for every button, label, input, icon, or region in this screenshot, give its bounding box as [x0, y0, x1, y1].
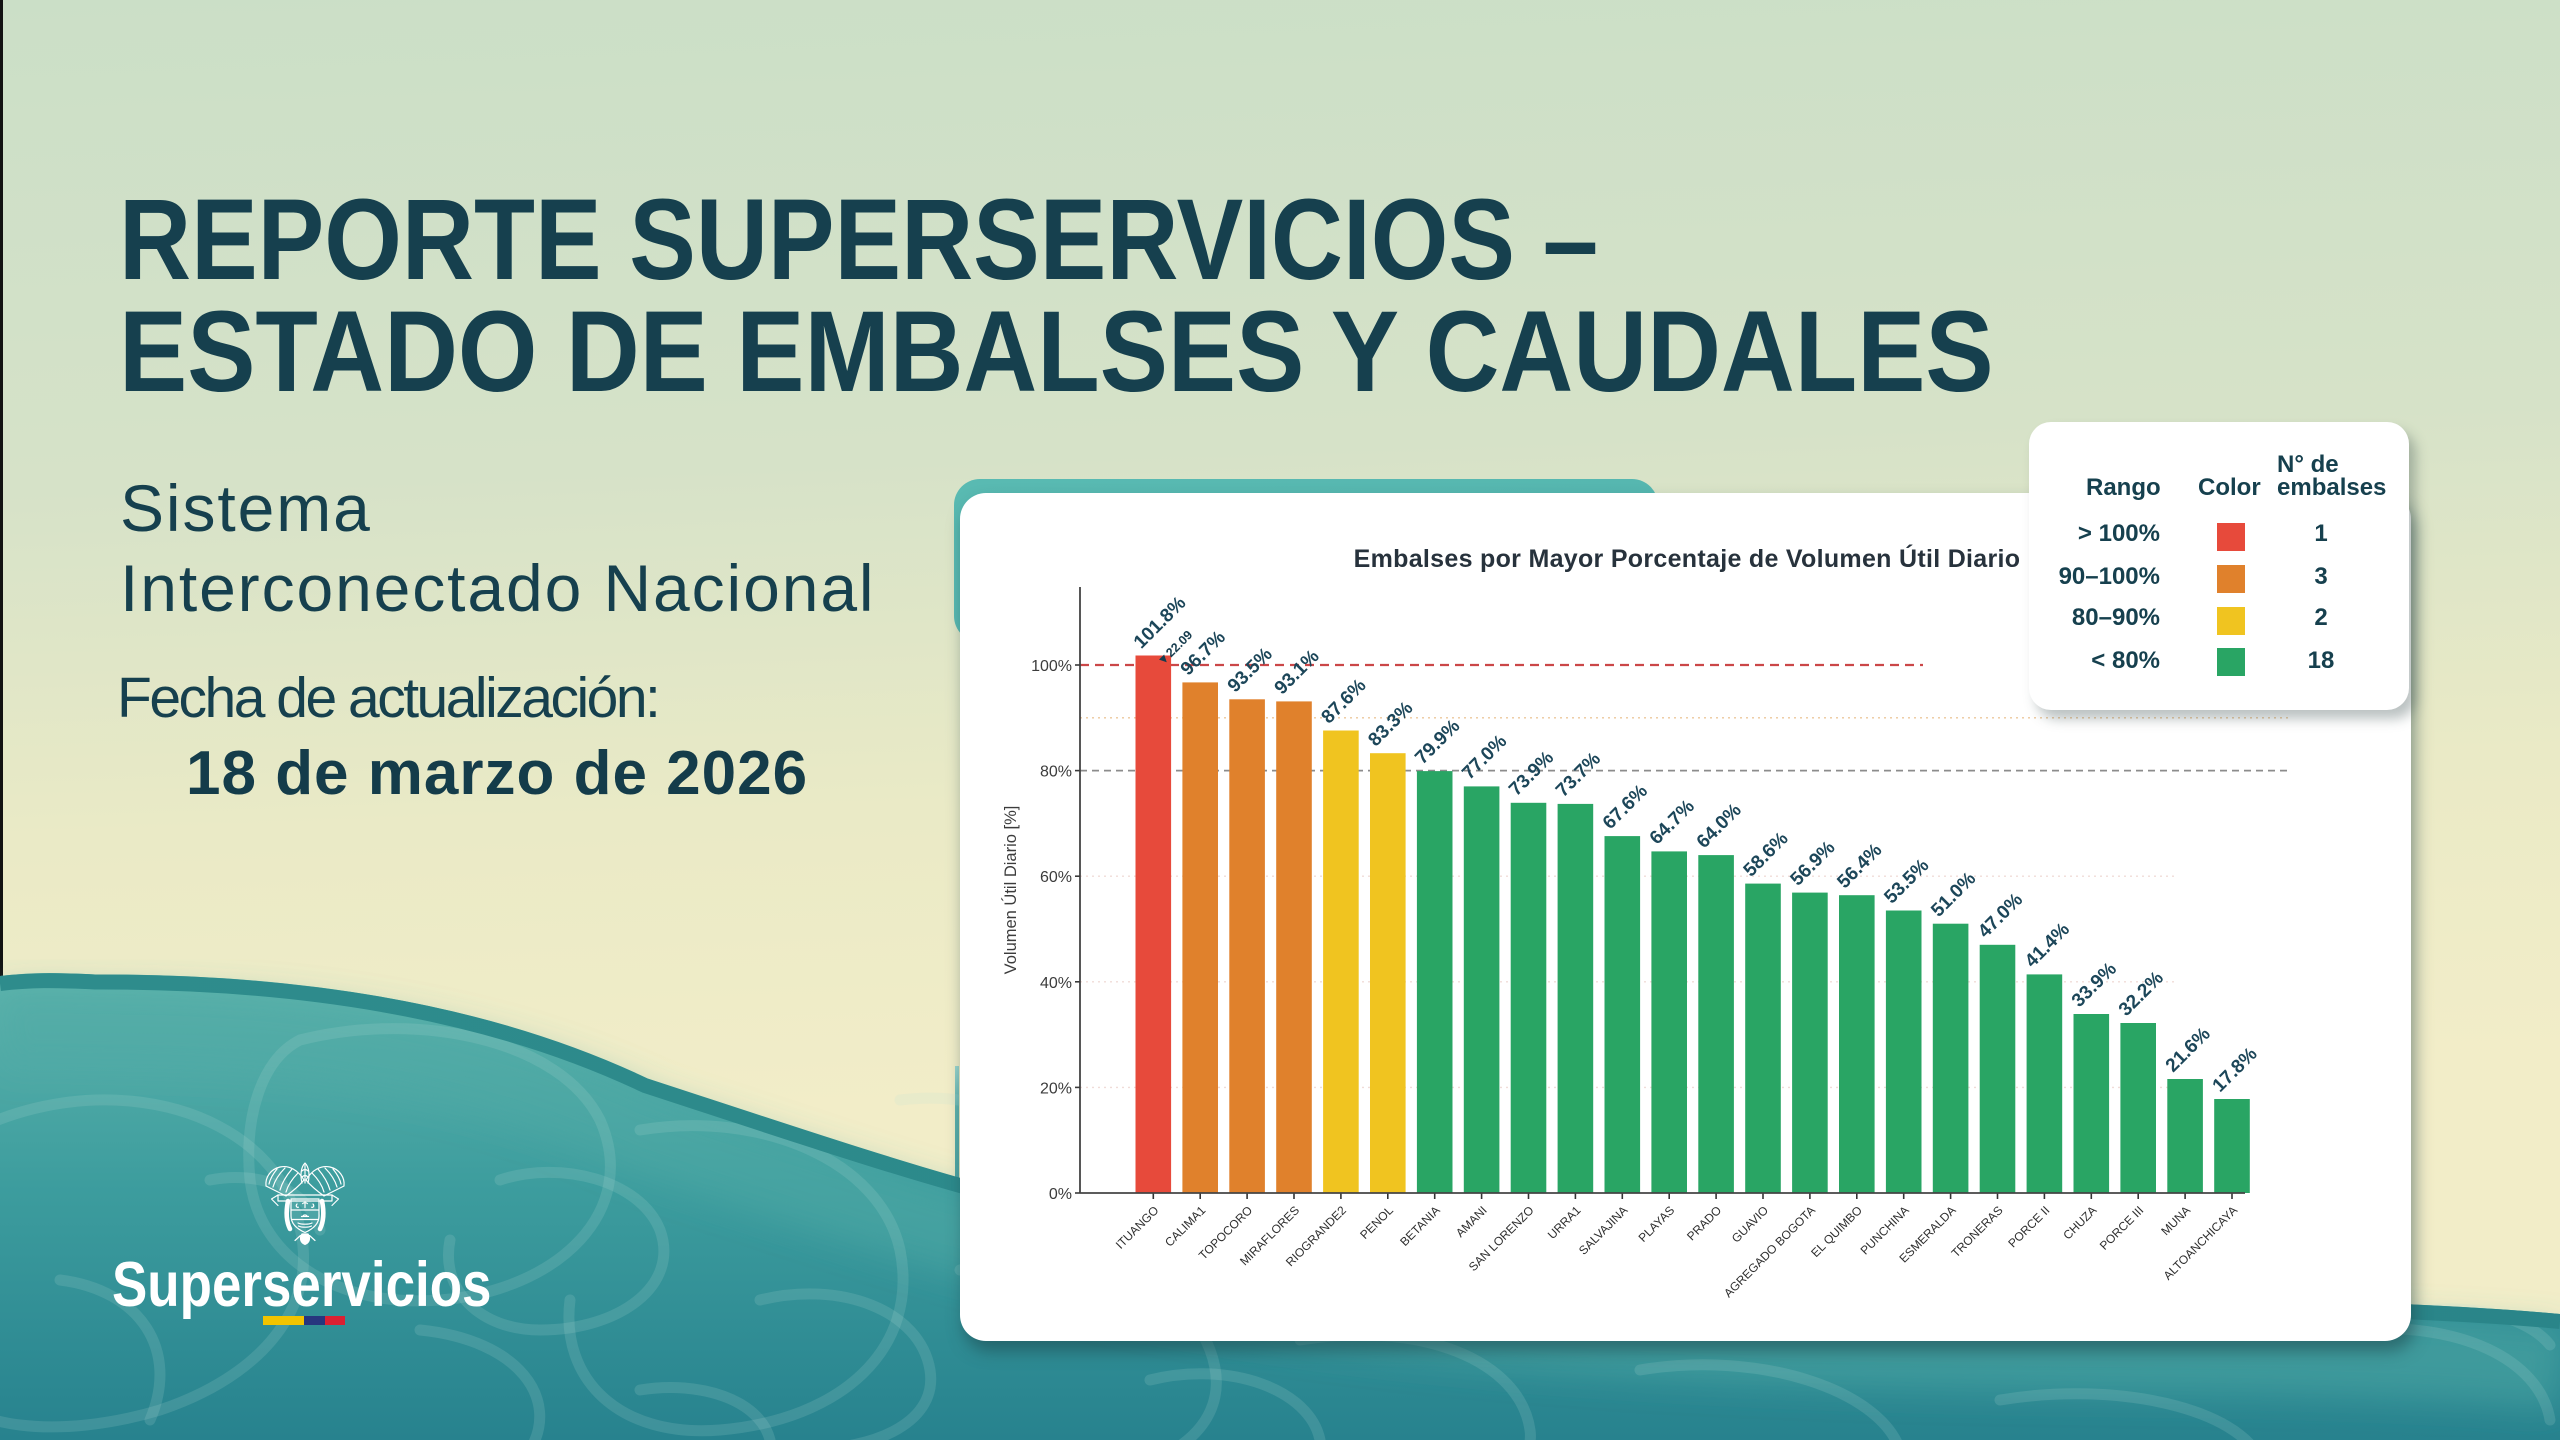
svg-text:100%: 100% [1031, 658, 1072, 675]
svg-text:PRADO: PRADO [1684, 1203, 1724, 1243]
svg-text:MUNA: MUNA [2158, 1203, 2193, 1238]
svg-text:93.5%: 93.5% [1224, 644, 1277, 697]
svg-text:41.4%: 41.4% [2021, 919, 2074, 972]
svg-text:77.0%: 77.0% [1458, 731, 1511, 784]
svg-text:0%: 0% [1049, 1186, 1072, 1203]
svg-text:17.8%: 17.8% [2209, 1044, 2262, 1097]
svg-text:56.9%: 56.9% [1787, 837, 1840, 890]
svg-text:40%: 40% [1040, 975, 1072, 992]
svg-text:32.2%: 32.2% [2115, 968, 2168, 1021]
svg-text:AGREGADO BOGOTA: AGREGADO BOGOTA [1721, 1203, 1818, 1300]
svg-text:53.5%: 53.5% [1880, 855, 1933, 908]
svg-text:Embalses por Mayor Porcentaje: Embalses por Mayor Porcentaje de Volumen… [1354, 543, 2021, 573]
svg-text:87.6%: 87.6% [1318, 675, 1371, 728]
svg-text:CHUZA: CHUZA [2060, 1203, 2099, 1242]
svg-text:93.1%: 93.1% [1271, 646, 1324, 699]
svg-text:CALIMA1: CALIMA1 [1162, 1203, 1208, 1249]
svg-text:GUAVIO: GUAVIO [1729, 1203, 1771, 1245]
svg-text:PENOL: PENOL [1357, 1203, 1396, 1242]
svg-text:20%: 20% [1040, 1080, 1072, 1097]
svg-text:56.4%: 56.4% [1833, 840, 1886, 893]
svg-text:64.7%: 64.7% [1646, 796, 1699, 849]
svg-text:83.3%: 83.3% [1364, 698, 1417, 751]
svg-text:Volumen Útil Diario [%]: Volumen Útil Diario [%] [1001, 806, 1020, 975]
svg-text:EL QUIMBO: EL QUIMBO [1808, 1203, 1865, 1260]
svg-text:51.0%: 51.0% [1927, 868, 1980, 921]
svg-text:64.0%: 64.0% [1693, 800, 1746, 853]
svg-text:PORCE III: PORCE III [2097, 1203, 2147, 1253]
svg-text:58.6%: 58.6% [1740, 828, 1793, 881]
svg-text:SALVAJINA: SALVAJINA [1576, 1203, 1630, 1257]
svg-text:67.6%: 67.6% [1599, 781, 1652, 834]
svg-text:21.6%: 21.6% [2162, 1024, 2215, 1077]
svg-text:47.0%: 47.0% [1974, 889, 2027, 942]
svg-text:33.9%: 33.9% [2068, 959, 2121, 1012]
svg-text:80%: 80% [1040, 764, 1072, 781]
svg-text:73.7%: 73.7% [1552, 748, 1605, 801]
svg-text:79.9%: 79.9% [1411, 716, 1464, 769]
svg-text:60%: 60% [1040, 869, 1072, 886]
svg-text:PLAYAS: PLAYAS [1636, 1203, 1678, 1245]
svg-text:BETANIA: BETANIA [1397, 1203, 1443, 1249]
svg-text:AMANI: AMANI [1453, 1203, 1490, 1240]
svg-text:73.9%: 73.9% [1505, 747, 1558, 800]
svg-text:URRA1: URRA1 [1545, 1203, 1584, 1242]
svg-text:PORCE II: PORCE II [2005, 1203, 2052, 1250]
svg-text:ITUANGO: ITUANGO [1113, 1203, 1162, 1252]
